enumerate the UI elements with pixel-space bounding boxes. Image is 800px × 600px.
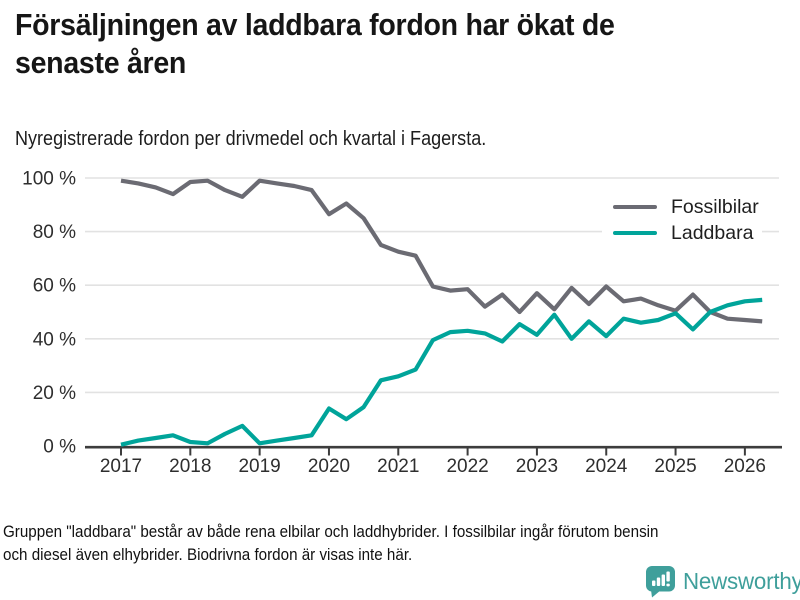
y-tick-label: 60 % (33, 276, 76, 297)
y-tick-label: 0 % (43, 437, 76, 458)
legend-swatch-laddbara (613, 230, 657, 236)
chart-footnote: Gruppen "laddbara" består av både rena e… (3, 523, 659, 565)
x-tick-label: 2026 (724, 456, 766, 477)
x-tick-label: 2025 (654, 456, 696, 477)
newsworthy-speech-bubble-chart-icon (646, 566, 675, 598)
x-tick-label: 2019 (238, 456, 280, 477)
y-tick-label: 100 % (22, 169, 76, 190)
y-tick-label: 80 % (33, 222, 76, 243)
x-tick-label: 2023 (516, 456, 558, 477)
page-subtitle: Nyregistrerade fordon per drivmedel och … (15, 127, 487, 150)
x-tick-label: 2017 (100, 456, 142, 477)
x-tick-label: 2022 (446, 456, 488, 477)
legend-item-laddbara: Laddbara (613, 220, 762, 246)
chart-legend: Fossilbilar Laddbara (602, 192, 762, 248)
page-title: Försäljningen av laddbara fordon har öka… (15, 7, 615, 81)
legend-swatch-fossilbilar (613, 204, 657, 210)
x-tick-label: 2024 (585, 456, 628, 477)
x-tick-label: 2018 (169, 456, 211, 477)
legend-label: Laddbara (671, 221, 754, 244)
series-line-fossilbilar (120, 178, 763, 324)
legend-label: Fossilbilar (671, 195, 759, 218)
x-tick-label: 2021 (377, 456, 419, 477)
x-tick-label: 2020 (308, 456, 350, 477)
newsworthy-logo: Newsworthy (645, 565, 800, 598)
series-line-laddbara (120, 297, 763, 447)
newsworthy-logo-text: Newsworthy (683, 568, 800, 594)
y-tick-label: 40 % (33, 329, 76, 350)
y-tick-label: 20 % (33, 383, 76, 404)
legend-item-fossilbilar: Fossilbilar (613, 194, 762, 220)
